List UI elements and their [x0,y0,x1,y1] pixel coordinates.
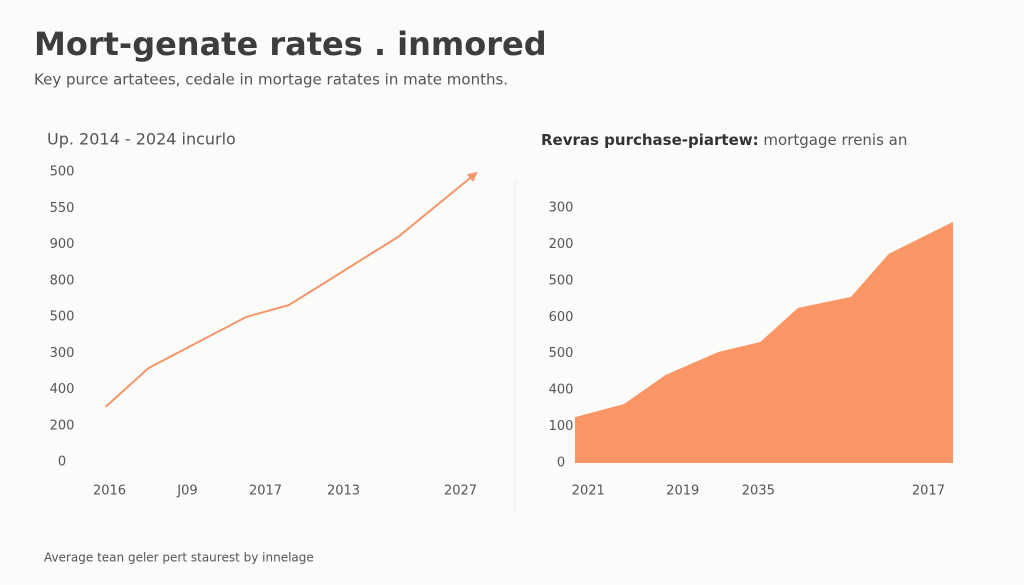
chart-subtitle: mortgage rrenis an [763,131,907,149]
x-tick-label: 2019 [666,484,699,499]
y-tick-label: 500 [549,346,574,361]
y-tick-label: 550 [50,201,75,216]
page-subtitle: Key purce artatees, cedale in mortage ra… [34,71,508,89]
y-tick-label: 600 [549,310,574,325]
x-tick-label: 2017 [912,484,945,499]
y-tick-label: 500 [549,273,574,288]
page-title: Mort-genate rates . inmored [34,25,547,63]
chart-title-bold: Revras purchase-piartew: [541,131,759,149]
x-tick-label: J09 [176,484,197,499]
y-tick-label: 200 [50,418,75,433]
y-tick-label: 900 [50,237,75,252]
y-tick-label: 400 [549,383,574,398]
x-tick-label: 2035 [742,484,775,499]
y-tick-label: 0 [557,456,565,471]
x-tick-label: 2016 [93,484,126,499]
x-tick-label: 2021 [572,484,605,499]
y-tick-label: 0 [58,455,66,470]
y-tick-label: 300 [50,346,75,361]
chart-title: Up. 2014 - 2024 incurlo [47,130,236,149]
x-tick-label: 2013 [327,484,360,499]
chart-title: Revras purchase-piartew: mortgage rrenis… [541,131,907,149]
y-tick-label: 400 [50,382,75,397]
y-tick-label: 500 [50,310,75,325]
area [575,221,953,463]
footer: Average tean geler pert staurest by inne… [44,551,314,565]
y-tick-label: 300 [549,201,574,216]
y-tick-label: 500 [50,165,75,180]
x-tick-label: 2027 [444,484,477,499]
y-tick-label: 200 [549,237,574,252]
x-tick-label: 2017 [249,484,282,499]
y-tick-label: 800 [50,273,75,288]
line [104,171,478,408]
y-tick-label: 100 [549,419,574,434]
